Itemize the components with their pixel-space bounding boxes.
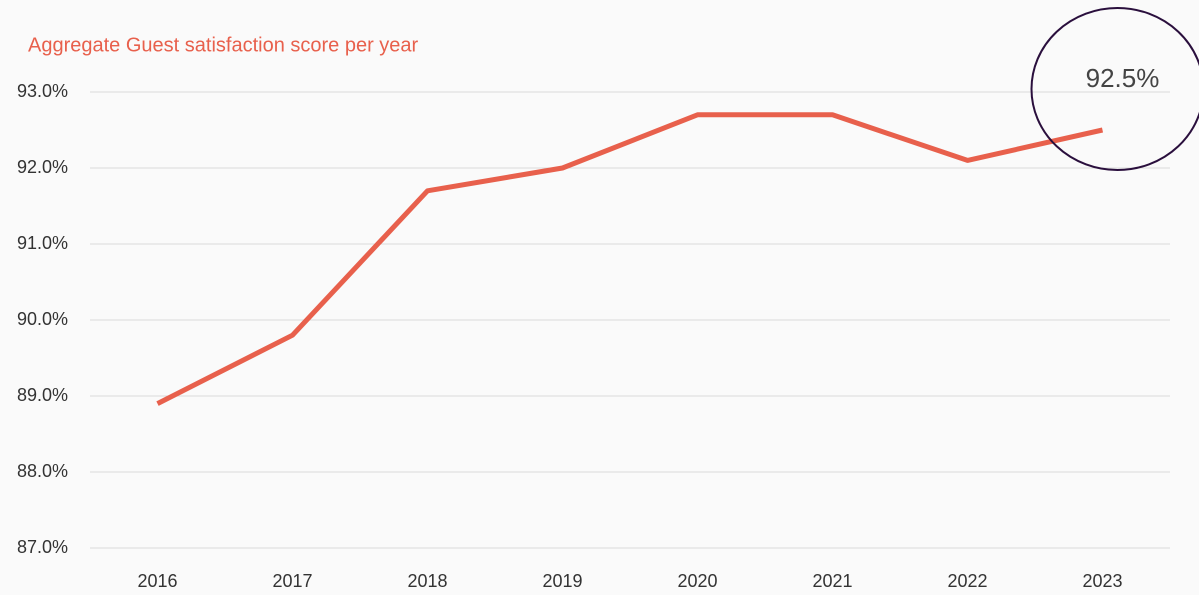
annotation-circle	[1030, 7, 1199, 171]
chart-title: Aggregate Guest satisfaction score per y…	[28, 34, 419, 56]
y-tick-label: 90.0%	[17, 309, 68, 329]
x-tick-label: 2021	[812, 571, 852, 591]
y-tick-label: 91.0%	[17, 233, 68, 253]
x-tick-label: 2017	[272, 571, 312, 591]
x-tick-label: 2016	[137, 571, 177, 591]
x-tick-label: 2020	[677, 571, 717, 591]
y-tick-label: 93.0%	[17, 81, 68, 101]
x-tick-label: 2019	[542, 571, 582, 591]
y-tick-label: 88.0%	[17, 461, 68, 481]
x-tick-label: 2022	[947, 571, 987, 591]
line	[156, 112, 1104, 406]
y-tick-label: 92.0%	[17, 157, 68, 177]
x-tick-label: 2023	[1082, 571, 1122, 591]
x-tick-label: 2018	[407, 571, 447, 591]
y-tick-label: 89.0%	[17, 385, 68, 405]
annotation-text: 92.5%	[1086, 63, 1160, 93]
y-tick-label: 87.0%	[17, 537, 68, 557]
